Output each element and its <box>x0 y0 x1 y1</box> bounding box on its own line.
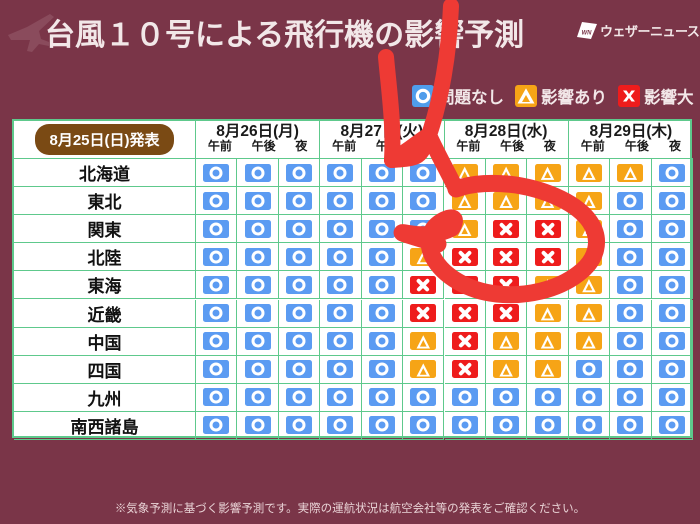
svg-text:WN: WN <box>582 31 593 37</box>
